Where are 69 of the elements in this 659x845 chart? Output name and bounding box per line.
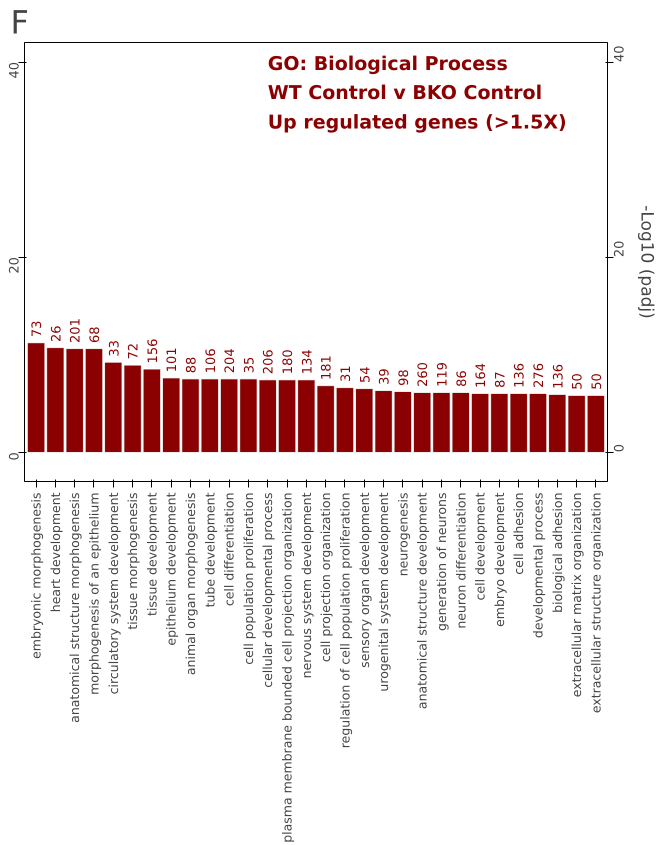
text: F [10, 4, 29, 42]
x-tick-label: animal organ morphogenesis [183, 492, 198, 676]
x-tick-label: morphogenesis of an epithelium [86, 492, 102, 695]
annotation: 86 [454, 370, 470, 387]
x-tick-label: generation of neurons [434, 492, 449, 631]
x-tick-label: developmental process [530, 492, 546, 638]
x-tick-label: anatomical structure morphogenesis [67, 492, 82, 723]
y2-tick-label: 20 [612, 240, 628, 258]
x-tick-label: neurogenesis [395, 492, 410, 576]
x-tick-label: cell projection organization [318, 492, 334, 662]
annotation: 50 [570, 373, 586, 390]
annotation: 50 [590, 373, 605, 390]
x-tick-label: circulatory system development [106, 492, 121, 694]
annotation: 101 [165, 347, 180, 372]
x-tick-label: cellular developmental process [260, 492, 276, 688]
x-tick-label: nervous system development [298, 492, 314, 678]
x-tick-label: embryo development [492, 492, 507, 627]
annotation: 181 [320, 355, 335, 380]
y-tick-label: 20 [8, 257, 22, 274]
annotation: 39 [378, 368, 393, 385]
x-tick-label: regulation of cell population proliferation [337, 492, 352, 748]
x-tick-label: biological adhesion [550, 492, 565, 613]
annotation: 54 [358, 366, 374, 383]
y2-tick-label: 0 [612, 444, 628, 452]
x-tick-label: embryonic morphogenesis [28, 492, 44, 659]
annotation: 119 [435, 362, 450, 387]
annotation: 68 [88, 326, 103, 343]
y-tick-label: 0 [8, 452, 22, 461]
x-tick-label: anatomical structure development [414, 492, 430, 710]
annotation: 87 [493, 371, 508, 388]
x-tick-label: extracellular structure organization [588, 492, 604, 714]
annotation: 35 [242, 356, 258, 374]
annotation: 164 [474, 363, 490, 388]
y2-tick-label: 40 [612, 45, 628, 62]
annotation: 136 [551, 364, 566, 389]
annotation: 206 [262, 349, 277, 374]
annotation: 156 [146, 338, 161, 364]
x-tick-label: plasma membrane bounded cell projection organization [280, 492, 295, 843]
annotation: 26 [49, 325, 64, 342]
annotation: 73 [30, 320, 46, 338]
annotation: 134 [300, 349, 316, 374]
annotation: 106 [204, 348, 219, 374]
x-tick-label: cell development [472, 492, 488, 600]
x-tick-label: extracellular matrix organization [569, 492, 584, 698]
annotation: 33 [107, 340, 122, 357]
x-tick-label: epithelium development [164, 492, 179, 646]
annotation: 276 [532, 363, 548, 388]
annotation: 201 [68, 318, 84, 343]
text: GO: Biological Process WT Control v BKO Control Up regulated genes (>1.5X) [268, 52, 567, 134]
x-tick-label: urogenital system development [376, 492, 392, 692]
x-tick-label: tube development [202, 492, 218, 608]
y2-axis-title: -Log10 (padj) [636, 205, 656, 319]
annotation: 260 [416, 362, 432, 387]
x-tick-label: cell differentiation [222, 492, 237, 606]
x-tick-label: tissue morphogenesis [125, 492, 140, 630]
x-tick-label: neuron differentiation [453, 492, 468, 629]
x-tick-label: tissue development [144, 492, 160, 616]
annotation: 31 [338, 365, 354, 382]
annotation: 98 [396, 369, 412, 386]
x-tick-label: sensory organ development [356, 492, 372, 668]
annotation: 204 [223, 348, 238, 374]
annotation: 136 [512, 363, 528, 388]
y-tick-label: 40 [8, 62, 22, 79]
annotation: 72 [126, 343, 142, 360]
x-tick-label: heart development [48, 492, 63, 612]
annotation: 180 [281, 349, 296, 374]
x-tick-label: cell population proliferation [240, 492, 256, 665]
annotation: 88 [184, 356, 200, 374]
x-tick-label: cell adhesion [511, 492, 526, 575]
